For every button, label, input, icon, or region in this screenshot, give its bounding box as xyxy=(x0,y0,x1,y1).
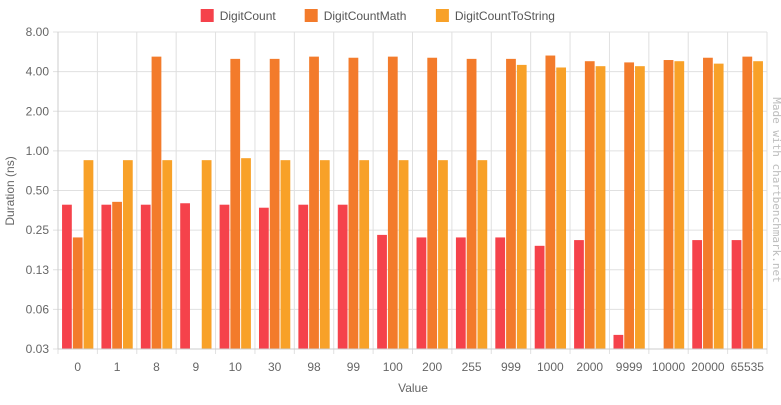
legend-swatch xyxy=(200,9,214,22)
bar-digitcountmath-200[interactable] xyxy=(427,57,438,350)
bar-digitcounttostring-10000[interactable] xyxy=(674,61,685,349)
bar-digitcountmath-999[interactable] xyxy=(506,58,516,350)
y-tick-label: 0.03 xyxy=(26,342,50,356)
bar-digitcount-0[interactable] xyxy=(62,204,72,349)
y-tick-label: 8.00 xyxy=(26,25,50,39)
legend-label: DigitCountMath xyxy=(324,9,407,23)
bar-digitcounttostring-65535[interactable] xyxy=(753,61,763,349)
bar-digitcount-20000[interactable] xyxy=(692,240,703,349)
bar-digitcount-9[interactable] xyxy=(180,203,190,349)
bar-digitcountmath-8[interactable] xyxy=(151,56,162,350)
bar-digitcounttostring-30[interactable] xyxy=(280,160,291,349)
legend-item-digitcounttostring[interactable]: DigitCountToString xyxy=(435,9,555,23)
bar-digitcount-99[interactable] xyxy=(337,204,348,349)
x-tick-label: 8 xyxy=(153,360,160,374)
bar-digitcountmath-10[interactable] xyxy=(230,58,241,350)
axes: 8.00 4.00 2.00 1.00 0.50 0.25 0.13 0.06 0.03 0 1 8 9… xyxy=(26,25,767,374)
x-tick-label: 30 xyxy=(268,360,282,374)
x-tick-label: 65535 xyxy=(731,360,765,374)
bar-digitcounttostring-1000[interactable] xyxy=(556,67,567,349)
x-tick-label: 20000 xyxy=(691,360,725,374)
bar-digitcount-98[interactable] xyxy=(298,204,309,349)
bar-digitcountmath-255[interactable] xyxy=(466,58,477,350)
bar-digitcountmath-1000[interactable] xyxy=(545,55,556,350)
bar-digitcountmath-100[interactable] xyxy=(387,56,398,350)
x-tick-label: 1 xyxy=(114,360,121,374)
x-tick-label: 0 xyxy=(74,360,81,374)
x-tick-label: 100 xyxy=(383,360,403,374)
bar-digitcountmath-98[interactable] xyxy=(309,56,319,350)
bar-digitcounttostring-10[interactable] xyxy=(241,158,251,349)
bar-digitcount-30[interactable] xyxy=(258,207,269,349)
y-tick-label: 0.13 xyxy=(26,263,50,277)
y-tick-label: 2.00 xyxy=(26,104,50,118)
y-tick-label: 4.00 xyxy=(26,65,50,79)
bar-digitcount-200[interactable] xyxy=(416,237,427,349)
bar-digitcounttostring-1[interactable] xyxy=(122,160,133,349)
x-tick-label: 200 xyxy=(422,360,442,374)
bar-digitcounttostring-8[interactable] xyxy=(162,160,173,349)
bar-digitcounttostring-200[interactable] xyxy=(438,160,448,349)
bar-digitcountmath-20000[interactable] xyxy=(703,57,713,350)
x-tick-label: 10 xyxy=(229,360,243,374)
bar-digitcounttostring-999[interactable] xyxy=(516,64,527,349)
legend-item-digitcountmath[interactable]: DigitCountMath xyxy=(304,9,407,23)
y-tick-label: 0.50 xyxy=(26,184,50,198)
legend-swatch xyxy=(304,9,318,22)
legend: DigitCount DigitCountMath DigitCountToStri… xyxy=(200,9,555,23)
legend-item-digitcount[interactable]: DigitCount xyxy=(200,9,277,23)
x-tick-label: 99 xyxy=(347,360,361,374)
bar-digitcountmath-0[interactable] xyxy=(72,237,83,349)
bar-digitcounttostring-9999[interactable] xyxy=(635,66,645,349)
bar-digitcounttostring-98[interactable] xyxy=(319,160,330,349)
x-tick-label: 98 xyxy=(307,360,321,374)
bar-digitcounttostring-0[interactable] xyxy=(83,160,94,349)
x-tick-label: 9999 xyxy=(616,360,643,374)
bar-digitcount-100[interactable] xyxy=(377,234,387,349)
bars xyxy=(62,55,763,350)
x-tick-label: 1000 xyxy=(537,360,564,374)
bar-digitcounttostring-9[interactable] xyxy=(201,160,212,349)
bar-digitcounttostring-100[interactable] xyxy=(398,160,409,349)
bar-digitcount-999[interactable] xyxy=(495,237,506,349)
bar-digitcountmath-1[interactable] xyxy=(112,201,122,349)
x-axis-title: Value xyxy=(398,381,428,395)
bar-digitcounttostring-2000[interactable] xyxy=(595,66,606,349)
x-tick-label: 255 xyxy=(462,360,482,374)
bar-digitcountmath-9999[interactable] xyxy=(624,62,635,349)
y-tick-label: 1.00 xyxy=(26,144,50,158)
bar-digitcount-1000[interactable] xyxy=(534,245,545,349)
x-tick-label: 10000 xyxy=(652,360,686,374)
bar-digitcount-65535[interactable] xyxy=(731,240,742,349)
bar-digitcountmath-65535[interactable] xyxy=(742,56,753,350)
x-tick-label: 9 xyxy=(193,360,200,374)
legend-label: DigitCount xyxy=(220,9,277,23)
bar-digitcountmath-10000[interactable] xyxy=(663,60,674,349)
bar-digitcount-1[interactable] xyxy=(101,204,112,349)
bar-digitcounttostring-255[interactable] xyxy=(477,160,488,349)
bar-digitcount-255[interactable] xyxy=(455,237,466,349)
bar-digitcountmath-2000[interactable] xyxy=(584,61,595,349)
y-tick-label: 0.06 xyxy=(26,302,50,316)
bar-digitcountmath-99[interactable] xyxy=(348,57,359,350)
watermark-text: Made with chartbenchmark.net xyxy=(770,97,781,282)
bar-digitcount-2000[interactable] xyxy=(574,240,584,349)
legend-label: DigitCountToString xyxy=(455,9,555,23)
bar-digitcountmath-30[interactable] xyxy=(269,58,280,350)
bar-digitcounttostring-99[interactable] xyxy=(359,160,370,349)
x-tick-label: 999 xyxy=(501,360,521,374)
bar-digitcount-10[interactable] xyxy=(219,204,230,349)
bar-digitcounttostring-20000[interactable] xyxy=(713,63,724,350)
bar-digitcount-8[interactable] xyxy=(140,204,151,349)
legend-swatch xyxy=(435,9,449,22)
bar-digitcount-9999[interactable] xyxy=(613,334,624,349)
x-tick-label: 2000 xyxy=(576,360,603,374)
y-tick-label: 0.25 xyxy=(26,223,50,237)
y-axis-title: Duration (ns) xyxy=(3,156,17,225)
